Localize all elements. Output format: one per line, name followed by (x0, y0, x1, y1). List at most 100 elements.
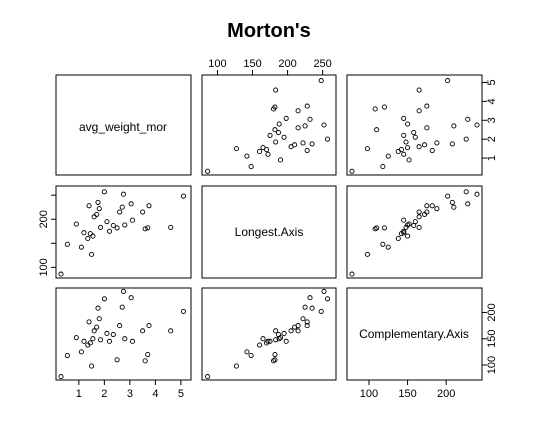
scatter-point-r1-c2-15 (324, 136, 331, 142)
scatter-point-r1-c2-1 (248, 164, 254, 170)
scatter-point-r3-c1-29 (146, 323, 152, 329)
scatter-point-r1-c3-19 (374, 127, 380, 133)
panel-2-1 (55, 185, 192, 279)
scatter-point-r1-c2-25 (283, 115, 289, 121)
scatter-point-r1-c2-8 (233, 146, 239, 152)
bottom-axis-tick-label: 4 (152, 388, 158, 400)
scatter-point-r1-c3-22 (474, 122, 480, 128)
scatter-point-r3-c1-27 (142, 358, 148, 364)
scatter-point-r3-c2-28 (272, 351, 278, 358)
scatter-point-r3-c1-10 (91, 328, 97, 334)
scatter-point-r3-c1-25 (129, 338, 135, 344)
top-axis-tick-label: 200 (278, 58, 296, 70)
scatter-point-r3-c1-0 (58, 374, 64, 380)
scatter-point-r3-c2-30 (273, 328, 279, 334)
scatter-point-r2-c1-1 (64, 241, 70, 247)
scatter-point-r3-c1-12 (95, 305, 101, 311)
scatter-point-r3-c2-8 (233, 363, 239, 369)
scatter-point-r1-c2-13 (300, 140, 306, 146)
scatter-point-r1-c3-8 (364, 146, 370, 152)
variable-label-complementary-axis: Complementary.Axis (359, 327, 469, 341)
scatter-point-r1-c2-17 (267, 132, 273, 138)
panel-1-3 (346, 74, 483, 176)
scatter-point-r3-c1-30 (168, 328, 174, 334)
scatter-point-r2-c1-19 (114, 225, 120, 231)
scatter-point-r2-c1-7 (87, 231, 93, 237)
scatter-point-r3-c1-20 (117, 323, 123, 329)
scatter-point-r1-c3-25 (401, 115, 407, 121)
scatter-point-r2-c1-22 (120, 191, 127, 197)
scatter-point-r1-c3-2 (406, 157, 412, 163)
scatter-point-r1-c3-29 (424, 103, 430, 109)
scatter-point-r2-c3-17 (401, 228, 407, 234)
scatter-point-r2-c3-0 (349, 271, 355, 277)
scatter-point-r1-c2-29 (304, 103, 310, 109)
scatter-point-r2-c3-1 (380, 241, 386, 247)
scatter-point-r2-c3-20 (424, 209, 430, 215)
scatter-point-r1-c3-14 (403, 139, 409, 145)
scatter-point-r1-c3-3 (385, 153, 391, 159)
scatter-point-r3-c2-1 (248, 353, 254, 359)
scatter-point-r2-c1-31 (180, 193, 186, 199)
scatter-point-r1-c2-6 (304, 147, 310, 154)
scatter-point-r2-c1-13 (96, 206, 102, 212)
scatter-point-r2-c3-10 (416, 214, 422, 220)
scatter-point-r2-c3-31 (445, 193, 451, 199)
scatter-point-r1-c3-28 (381, 104, 387, 110)
scatter-point-r3-c2-21 (302, 304, 308, 310)
scatter-point-r2-c1-27 (142, 226, 148, 232)
scatter-point-r1-c2-26 (295, 108, 301, 114)
scatter-point-r2-c3-6 (429, 203, 435, 209)
scatter-point-r1-c3-4 (401, 151, 407, 157)
scatter-point-r1-c3-6 (429, 147, 435, 154)
scatter-point-r2-c1-10 (91, 214, 97, 220)
scatter-point-r1-c2-18 (275, 130, 282, 136)
scatter-point-r3-c1-4 (81, 338, 87, 344)
scatter-point-r1-c2-5 (256, 148, 263, 155)
scatter-point-r3-c2-17 (267, 338, 273, 344)
right-axis-tick-label: 3 (486, 117, 498, 123)
scatter-point-r3-c2-26 (295, 328, 301, 334)
axis-ticks: 100 150 200 250 1 2 3 4 5 100 200 1 2 3 4 5 100 150 200 100… (38, 58, 498, 400)
scatter-point-r2-c1-9 (90, 233, 96, 239)
scatter-point-r3-c1-18 (110, 331, 116, 338)
scatter-point-r1-c3-0 (349, 168, 355, 174)
right-bottom-axis-tick-label: 200 (486, 303, 498, 321)
scatter-point-r3-c2-29 (304, 323, 310, 329)
scatter-point-r3-c1-11 (94, 324, 100, 330)
top-axis-tick-label: 150 (243, 58, 261, 70)
scatter-point-r2-c3-9 (405, 233, 411, 239)
scatter-point-r3-c1-17 (106, 338, 113, 344)
scatter-point-r2-c3-12 (449, 199, 455, 205)
scatter-point-r3-c2-12 (309, 305, 315, 311)
scatter-point-r1-c3-7 (398, 147, 404, 153)
scatter-point-r1-c2-0 (205, 168, 211, 174)
right-axis-tick-label: 1 (486, 155, 498, 161)
scatter-point-r2-c1-3 (78, 244, 84, 250)
scatter-point-r1-c3-12 (449, 141, 455, 147)
scatter-point-r3-c1-1 (64, 353, 70, 359)
scatter-point-r3-c2-5 (256, 342, 263, 348)
right-axis-tick-label: 5 (486, 79, 498, 85)
scatter-point-r1-c2-31 (318, 78, 324, 84)
top-axis-tick-label: 100 (208, 58, 226, 70)
scatter-point-r1-c3-16 (412, 134, 418, 140)
scatter-point-r1-c2-24 (307, 116, 313, 122)
scatter-point-r1-c3-17 (401, 132, 407, 138)
scatter-point-r1-c2-11 (292, 142, 298, 148)
scatter-point-r1-c2-4 (265, 151, 271, 157)
bottom-right-axis-tick-label: 150 (398, 388, 416, 400)
scatter-point-r3-c1-7 (87, 340, 93, 346)
scatter-point-r2-c1-11 (94, 211, 100, 217)
scatter-point-r2-c1-24 (128, 201, 134, 207)
scatter-point-r2-c3-5 (395, 235, 401, 242)
scatter-point-r1-c3-26 (416, 108, 422, 114)
scatter-point-r1-c3-23 (405, 121, 411, 127)
scatter-point-r3-c2-23 (276, 336, 282, 342)
scatter-point-r2-c1-15 (101, 189, 107, 195)
scatter-point-r3-c2-16 (281, 330, 287, 337)
scatter-point-r2-c3-13 (434, 206, 440, 212)
scatter-point-r2-c1-20 (117, 209, 123, 215)
scatter-point-r3-c1-3 (78, 349, 84, 355)
